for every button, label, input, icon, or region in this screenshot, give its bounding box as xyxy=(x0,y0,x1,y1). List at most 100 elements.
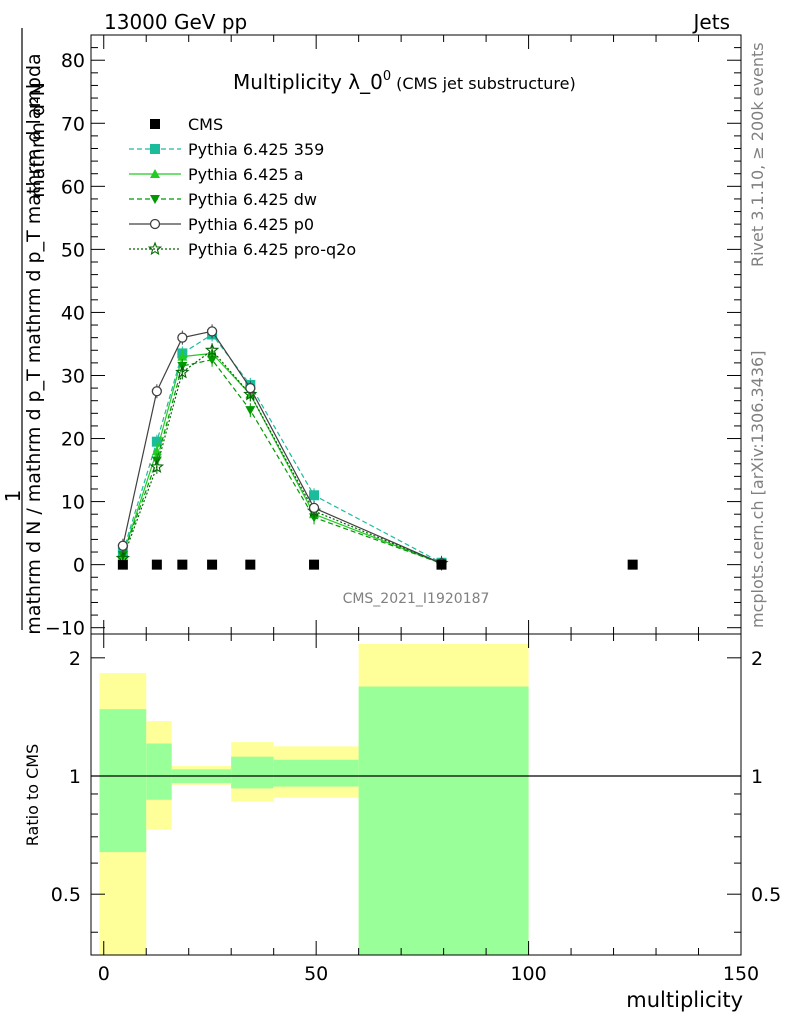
legend-entry: Pythia 6.425 a xyxy=(129,165,304,184)
data-point xyxy=(117,559,128,570)
data-point xyxy=(243,386,258,401)
series-pythia-6-425-p0 xyxy=(117,324,447,571)
ylabel-numerator: mathrm d²N xyxy=(27,82,49,198)
header-energy-label: 13000 GeV pp xyxy=(104,10,247,34)
data-point xyxy=(308,502,320,514)
data-point xyxy=(245,382,256,394)
series-line xyxy=(122,359,442,564)
x-tick-label: 50 xyxy=(304,963,328,985)
ratio-y-tick-label-right: 0.5 xyxy=(751,884,781,906)
data-point xyxy=(151,436,162,447)
data-point xyxy=(245,559,256,570)
x-axis-label: multiplicity xyxy=(626,988,743,1012)
data-point xyxy=(177,559,188,570)
data-point xyxy=(245,406,256,416)
legend-marker xyxy=(150,144,160,154)
y-tick-label: 70 xyxy=(61,113,85,135)
ratio-plot-frame xyxy=(90,633,742,956)
header-jets-label: Jets xyxy=(692,10,730,34)
data-point xyxy=(177,351,188,361)
legend-label: CMS xyxy=(188,115,223,134)
legend-marker xyxy=(150,169,160,178)
ratio-y-tick-label-right: 2 xyxy=(751,648,763,670)
main-axis-ticks xyxy=(91,34,742,634)
y-tick-label: −10 xyxy=(45,618,85,640)
x-tick-label: 0 xyxy=(98,963,110,985)
ratio-green-band xyxy=(231,756,274,789)
ylabel-one: 1 xyxy=(1,490,25,503)
legend-entry: Pythia 6.425 dw xyxy=(129,190,317,209)
data-point xyxy=(204,342,220,357)
legend-label: Pythia 6.425 pro-q2o xyxy=(188,240,356,259)
legend-marker xyxy=(150,195,160,204)
y-tick-label: 20 xyxy=(61,429,85,451)
ratio-axis-ticks xyxy=(91,634,742,955)
y-tick-label: 10 xyxy=(61,492,85,514)
ratio-y-tick-label-right: 1 xyxy=(751,766,763,788)
data-point xyxy=(207,559,218,570)
y-tick-label: 0 xyxy=(73,555,85,577)
x-tick-label: 100 xyxy=(510,963,546,985)
y-tick-label: 40 xyxy=(61,302,85,324)
data-point xyxy=(151,559,162,570)
ratio-green-band xyxy=(273,759,359,787)
data-point xyxy=(309,559,320,570)
rivet-label: Rivet 3.1.10, ≥ 200k events xyxy=(748,42,767,267)
data-point xyxy=(436,559,447,570)
mcplots-label: mcplots.cern.ch [arXiv:1306.3436] xyxy=(748,351,767,628)
data-point xyxy=(149,459,165,474)
series-pythia-6-425-dw xyxy=(117,352,447,571)
x-tick-label: 150 xyxy=(723,963,759,985)
ratio-y-tick-labels: 0.5 0.5 1 1 2 2 xyxy=(51,648,781,906)
data-point xyxy=(117,540,129,551)
series-pythia-6-425-pro-q2o xyxy=(115,342,449,571)
ylabel-denominator: mathrm d N / mathrm d p_T mathrm d p_T m… xyxy=(23,53,45,634)
main-y-axis-label: 1 mathrm d N / mathrm d p_T mathrm d p_T… xyxy=(1,28,49,635)
legend-label: Pythia 6.425 dw xyxy=(188,190,317,209)
data-point xyxy=(151,386,162,397)
legend-marker xyxy=(150,119,160,129)
legend-label: Pythia 6.425 359 xyxy=(188,140,324,159)
ratio-green-band xyxy=(146,743,172,800)
data-point xyxy=(175,364,190,379)
ratio-green-band xyxy=(99,709,147,853)
series-line xyxy=(122,352,442,564)
legend-entry: CMS xyxy=(150,115,223,134)
data-point xyxy=(206,326,218,337)
y-tick-label: 80 xyxy=(61,50,85,72)
analysis-id-label: CMS_2021_I1920187 xyxy=(343,591,490,607)
legend-label: Pythia 6.425 p0 xyxy=(188,215,314,234)
series-layer xyxy=(115,324,638,571)
y-tick-label: 50 xyxy=(61,239,85,261)
legend-entry: Pythia 6.425 359 xyxy=(129,140,324,159)
series-cms xyxy=(117,559,638,570)
legend-label: Pythia 6.425 a xyxy=(188,165,304,184)
series-line xyxy=(122,349,442,564)
ratio-y-tick-label: 1 xyxy=(69,766,81,788)
series-pythia-6-425-a xyxy=(117,346,447,571)
series-line xyxy=(122,330,442,564)
legend-marker xyxy=(147,241,163,256)
legend-entry: Pythia 6.425 pro-q2o xyxy=(129,240,356,259)
data-point xyxy=(177,332,188,343)
title-subtitle: (CMS jet substructure) xyxy=(396,74,576,93)
ratio-y-axis-label: Ratio to CMS xyxy=(23,744,42,846)
main-y-tick-labels: −10 0 10 20 30 40 50 60 70 80 xyxy=(45,50,85,639)
data-point xyxy=(627,559,638,570)
chart-title: Multiplicity λ_00 (CMS jet substructure) xyxy=(233,69,576,94)
x-tick-labels: 0 50 100 150 xyxy=(98,963,759,985)
legend: CMS Pythia 6.425 359 Pythia 6.425 a Pythia … xyxy=(129,115,356,259)
ratio-green-band xyxy=(358,686,529,955)
ratio-y-tick-label: 0.5 xyxy=(51,884,81,906)
y-tick-label: 30 xyxy=(61,365,85,387)
title-main: Multiplicity λ_0 xyxy=(233,70,383,94)
data-point xyxy=(207,355,218,365)
ratio-bands xyxy=(99,643,529,955)
y-tick-label: 60 xyxy=(61,176,85,198)
title-superscript: 0 xyxy=(383,69,391,84)
data-point xyxy=(309,490,320,501)
ratio-y-tick-label: 2 xyxy=(69,648,81,670)
legend-entry: Pythia 6.425 p0 xyxy=(129,215,314,234)
legend-marker xyxy=(149,218,161,230)
